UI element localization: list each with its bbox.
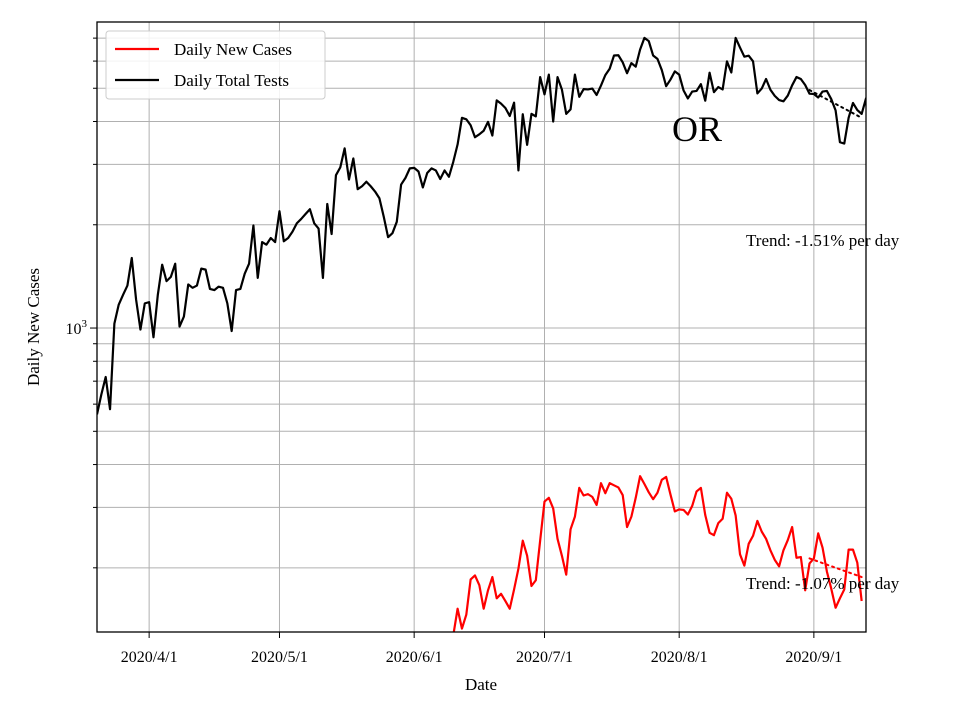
plot-frame (96, 21, 867, 633)
ticks: 103 2020/4/1 2020/5/1 2020/6/1 2020/7/1 2020/… (66, 37, 842, 666)
series-layer (97, 36, 866, 632)
state-label: OR (672, 109, 722, 149)
x-tick-label: 2020/8/1 (651, 649, 708, 666)
grid (97, 22, 866, 632)
legend-box (105, 30, 326, 100)
trend-line-total-tests (808, 89, 863, 119)
series-line-new-cases (452, 475, 863, 632)
y-axis-label: Daily New Cases (24, 268, 43, 386)
series-line-total-tests (97, 36, 866, 415)
x-tick-label: 2020/7/1 (516, 649, 573, 666)
x-tick-label: 2020/6/1 (386, 649, 443, 666)
cases-trend-label: Trend: -1.07% per day (746, 574, 900, 593)
x-tick-label: 2020/5/1 (251, 649, 308, 666)
y-tick-label: 103 (66, 318, 88, 338)
x-axis-label: Date (465, 675, 497, 694)
x-tick-label: 2020/9/1 (785, 649, 842, 666)
x-tick-label: 2020/4/1 (121, 649, 178, 666)
legend-label-new-cases: Daily New Cases (174, 40, 292, 59)
legend: Daily New Cases Daily Total Tests (105, 30, 326, 100)
tests-trend-label: Trend: -1.51% per day (746, 231, 900, 250)
legend-label-total-tests: Daily Total Tests (174, 71, 289, 90)
